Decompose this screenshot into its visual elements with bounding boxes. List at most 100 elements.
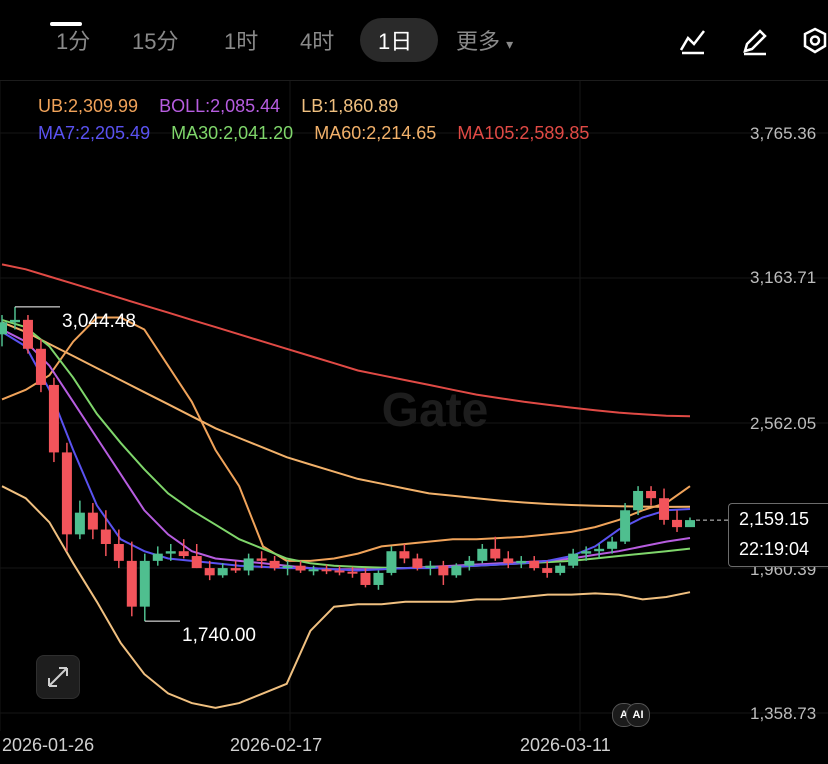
- expand-chart-button[interactable]: [36, 655, 80, 699]
- candle-body: [48, 384, 59, 453]
- tab-4h[interactable]: 4时: [300, 29, 335, 54]
- candle-body: [61, 452, 72, 535]
- ai-assistant-badge[interactable]: AI: [626, 703, 650, 727]
- candle-body: [0, 322, 7, 335]
- candle-body: [87, 512, 98, 530]
- candle-body: [399, 551, 410, 559]
- current-price-box: 2,159.15 22:19:04: [728, 503, 828, 567]
- candle-body: [360, 572, 371, 585]
- candle-body: [308, 569, 319, 572]
- tab-1d[interactable]: 1日: [378, 29, 413, 54]
- candle-body: [464, 560, 475, 566]
- candle-body: [451, 565, 462, 576]
- legend-ma60: MA60:2,214.65: [314, 123, 437, 143]
- candle-body: [126, 560, 137, 607]
- candle-body: [191, 556, 202, 569]
- candle-body: [620, 510, 631, 542]
- legend-boll: BOLL:2,085.44: [159, 96, 281, 116]
- active-tab-highlight: [360, 18, 438, 62]
- tab-more[interactable]: 更多 ▾: [456, 29, 514, 54]
- boll-legend: UB:2,309.99 BOLL:2,085.44 LB:1,860.89: [38, 96, 414, 117]
- toolbar-divider: [0, 80, 828, 81]
- tab-15m[interactable]: 15分: [132, 29, 179, 54]
- tab-1m[interactable]: 1分: [56, 29, 91, 54]
- candle-body: [646, 490, 657, 499]
- date-tick: 2026-03-11: [520, 735, 611, 755]
- current-price: 2,159.15: [739, 509, 810, 529]
- price-tick: 2,562.05: [750, 414, 817, 433]
- candle-body: [152, 553, 163, 561]
- candle-body: [386, 551, 397, 573]
- candle-body: [269, 560, 280, 569]
- candle-body: [672, 519, 683, 528]
- price-tick: 3,163.71: [750, 268, 817, 287]
- candle-body: [425, 565, 436, 569]
- candle-body: [581, 551, 592, 554]
- candle-body: [438, 565, 449, 576]
- ma-legend: MA7:2,205.49 MA30:2,041.20 MA60:2,214.65…: [38, 123, 605, 144]
- candle-body: [113, 543, 124, 561]
- indicator-icon[interactable]: [678, 26, 708, 56]
- candle-body: [9, 319, 20, 323]
- candle-body: [373, 572, 384, 585]
- candle-body: [204, 568, 215, 576]
- candle-countdown: 22:19:04: [739, 539, 810, 559]
- candles: [0, 306, 695, 622]
- low-price-label: 1,740.00: [182, 625, 256, 646]
- candle-body: [607, 541, 618, 549]
- lb-line: [1, 485, 691, 709]
- candle-body: [490, 548, 501, 559]
- legend-ma30: MA30:2,041.20: [171, 123, 294, 143]
- candle-body: [334, 570, 345, 573]
- chart-grid: [0, 81, 828, 731]
- price-tick: 3,765.36: [750, 124, 817, 143]
- candle-body: [516, 560, 527, 564]
- legend-ma7: MA7:2,205.49: [38, 123, 151, 143]
- candle-body: [178, 551, 189, 557]
- candle-body: [503, 558, 514, 564]
- candle-body: [568, 553, 579, 566]
- candle-body: [217, 568, 228, 576]
- tab-1h[interactable]: 1时: [224, 29, 259, 54]
- expand-icon: [48, 667, 68, 687]
- candle-body: [282, 565, 293, 569]
- ma60-line: [1, 321, 691, 508]
- candle-body: [347, 571, 358, 574]
- settings-icon[interactable]: [800, 26, 828, 56]
- candle-body: [659, 498, 670, 520]
- candle-body: [35, 348, 46, 385]
- candle-body: [477, 548, 488, 561]
- candle-body: [74, 512, 85, 535]
- candle-body: [412, 558, 423, 569]
- candle-body: [139, 560, 150, 607]
- legend-ma105: MA105:2,589.85: [457, 123, 590, 143]
- candle-body: [295, 565, 306, 571]
- date-tick: 2026-01-26: [2, 735, 95, 755]
- candle-body: [243, 558, 254, 571]
- candle-body: [555, 565, 566, 573]
- timeframe-bar: 1分 15分 1时 4时 1日 更多 ▾: [0, 0, 828, 80]
- legend-lb: LB:1,860.89: [301, 96, 399, 116]
- extreme-markers: [14, 306, 180, 622]
- date-tick: 2026-02-17: [230, 735, 323, 755]
- candle-body: [685, 520, 695, 528]
- draw-icon[interactable]: [740, 26, 770, 56]
- chevron-down-icon: ▾: [506, 36, 514, 52]
- candle-body: [633, 490, 644, 511]
- candle-body: [529, 560, 540, 569]
- candle-body: [230, 568, 241, 571]
- ub-line: [1, 316, 691, 562]
- watermark: Gate: [382, 384, 489, 437]
- candle-body: [542, 568, 553, 573]
- legend-ub: UB:2,309.99: [38, 96, 139, 116]
- candle-body: [22, 319, 33, 349]
- candle-body: [321, 569, 332, 572]
- high-price-label: 3,044.48: [62, 311, 136, 332]
- status-indicator: [50, 22, 82, 26]
- price-tick: 1,358.73: [750, 704, 817, 723]
- candlestick-chart[interactable]: Gate: [0, 81, 828, 764]
- candle-body: [256, 558, 267, 561]
- candle-body: [100, 529, 111, 544]
- candle-body: [165, 551, 176, 554]
- ma105-line: [1, 263, 691, 418]
